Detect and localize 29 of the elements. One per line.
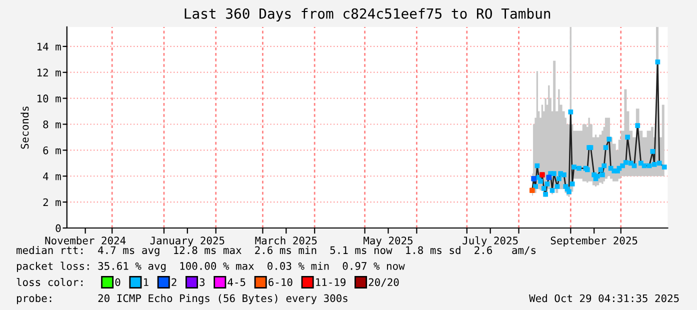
legend-label: 4-5 [228, 278, 246, 286]
x-tick-label: July 2025 [462, 236, 518, 246]
y-axis-title: Seconds [20, 106, 29, 149]
legend-label: 0 [115, 278, 120, 286]
chart-title: Last 360 Days from c824c51eef75 to RO Tambun [184, 8, 550, 22]
text: median rtt: 4.7 ms avg 12.8 ms max 2.6 ms min 5.1 ms now 1.8 ms sd 2.6 am/s [16, 246, 536, 256]
y-tick-label: 14 m [38, 42, 61, 50]
legend-label: 3 [200, 278, 205, 286]
x-tick-label: September 2025 [550, 236, 638, 246]
x-tick-label: May 2025 [364, 236, 412, 246]
y-tick-label: 8 m [43, 120, 61, 128]
legend-label: 1 [144, 278, 148, 286]
y-tick-label: 2 m [43, 198, 61, 206]
legend-label: 6-10 [268, 278, 292, 286]
legend-title: loss color: [16, 278, 83, 286]
legend-label: 11-19 [316, 278, 346, 286]
y-tick-label: 0 [56, 224, 61, 232]
text: packet loss: 35.61 % avg 100.00 % max 0.03 % min 0.97 % now [17, 262, 405, 272]
x-tick-label: January 2025 [150, 236, 224, 246]
x-tick-label: November 2024 [45, 236, 126, 244]
text: Wed Oct 29 04:31:35 2025 [529, 294, 679, 302]
y-tick-label: 12 m [38, 68, 61, 76]
y-tick-label: 4 m [43, 172, 61, 180]
y-tick-label: 6 m [43, 146, 61, 154]
legend-label: 20/20 [368, 278, 399, 287]
x-tick-label: March 2025 [255, 236, 317, 244]
text: probe: 20 ICMP Echo Pings (56 Bytes) every 300s [17, 294, 348, 304]
legend-label: 2 [172, 278, 176, 286]
y-tick-label: 10 m [38, 94, 61, 102]
